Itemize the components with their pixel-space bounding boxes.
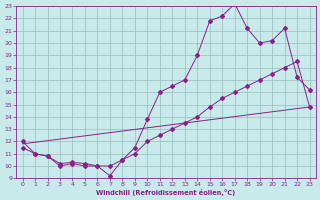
X-axis label: Windchill (Refroidissement éolien,°C): Windchill (Refroidissement éolien,°C) [96, 189, 236, 196]
